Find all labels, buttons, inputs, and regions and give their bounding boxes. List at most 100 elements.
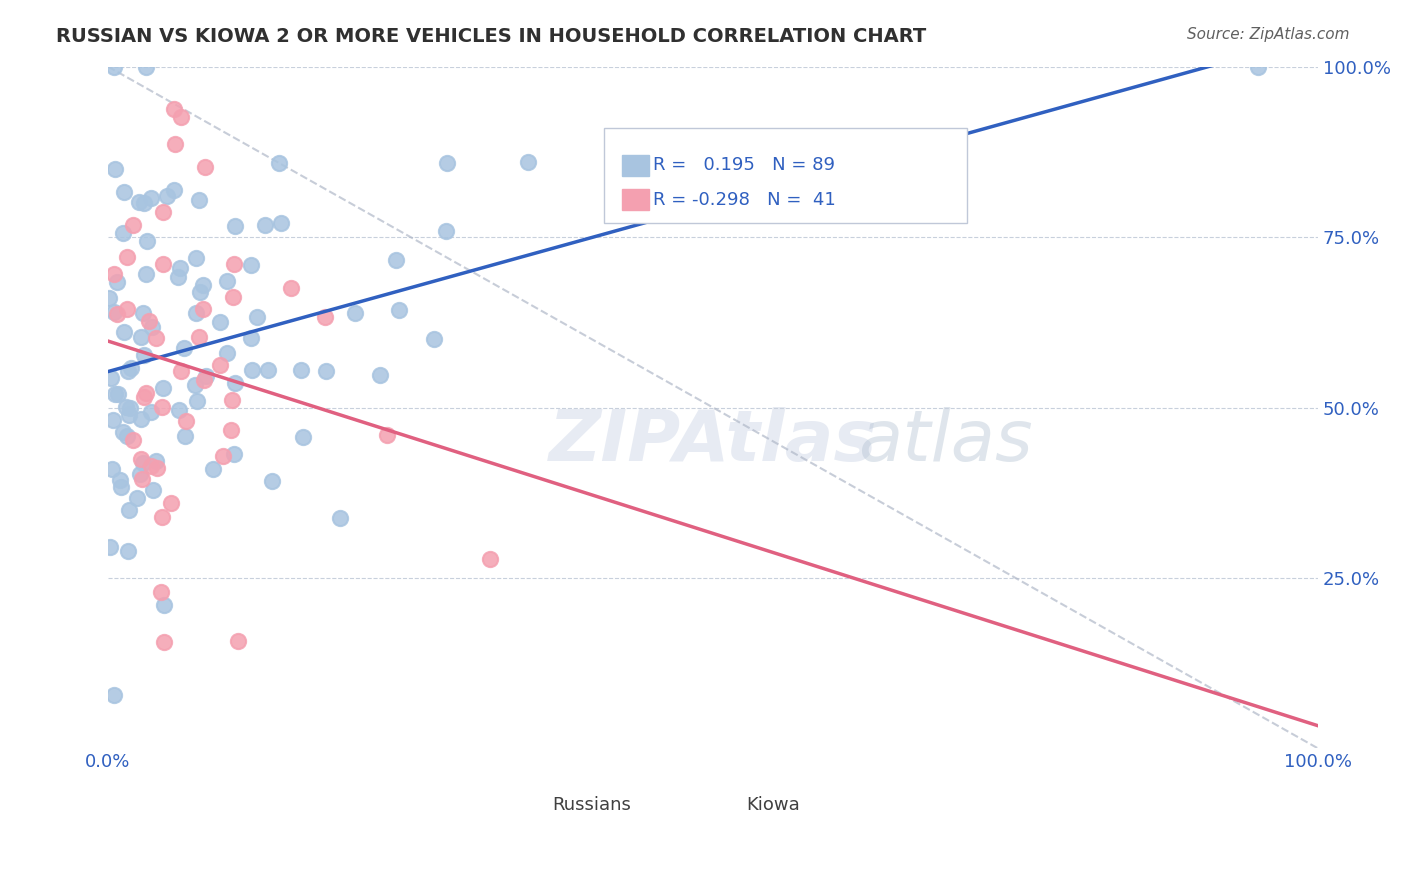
FancyBboxPatch shape <box>605 128 967 223</box>
Point <box>104 387 127 401</box>
Point <box>242 363 264 377</box>
Point <box>291 430 314 444</box>
Point <box>150 510 173 524</box>
Point <box>436 156 458 170</box>
Point <box>188 330 211 344</box>
Point <box>315 364 337 378</box>
Point <box>240 331 263 345</box>
Point <box>167 270 190 285</box>
Point <box>215 274 238 288</box>
Point <box>186 251 208 265</box>
Point <box>117 429 139 443</box>
Text: Russians: Russians <box>553 797 631 814</box>
Point <box>103 688 125 702</box>
Point <box>103 267 125 281</box>
Point <box>195 368 218 383</box>
Point <box>170 111 193 125</box>
Point <box>314 310 336 324</box>
Point <box>135 386 157 401</box>
Point <box>253 218 276 232</box>
Point <box>202 462 225 476</box>
Point <box>267 156 290 170</box>
Point <box>152 257 174 271</box>
Point <box>423 333 446 347</box>
Point <box>173 429 195 443</box>
Point <box>100 371 122 385</box>
Point <box>239 258 262 272</box>
Point <box>108 473 131 487</box>
Point <box>115 400 138 414</box>
Point <box>260 475 283 489</box>
Point <box>1246 60 1268 74</box>
Bar <box>537 776 568 793</box>
Bar <box>623 189 650 210</box>
Point <box>212 449 235 463</box>
Point <box>388 303 411 318</box>
Point <box>191 278 214 293</box>
Point <box>118 408 141 422</box>
Text: R = -0.298   N =  41: R = -0.298 N = 41 <box>652 191 835 209</box>
Point <box>169 261 191 276</box>
Point <box>165 137 187 152</box>
Point <box>222 291 245 305</box>
Point <box>153 635 176 649</box>
Point <box>167 403 190 417</box>
Point <box>142 483 165 497</box>
Point <box>434 224 457 238</box>
Point <box>186 306 208 320</box>
Point <box>217 346 239 360</box>
Point <box>125 491 148 506</box>
Point <box>120 361 142 376</box>
Point <box>129 452 152 467</box>
Point <box>131 330 153 344</box>
Point <box>103 304 125 318</box>
Point <box>105 275 128 289</box>
Point <box>224 447 246 461</box>
Point <box>122 433 145 447</box>
Point <box>208 358 231 372</box>
Point <box>112 325 135 339</box>
Text: R =   0.195   N = 89: R = 0.195 N = 89 <box>652 156 835 175</box>
Point <box>139 191 162 205</box>
Point <box>134 348 156 362</box>
Point <box>111 425 134 440</box>
Point <box>385 253 408 268</box>
Point <box>160 496 183 510</box>
Bar <box>718 776 749 793</box>
Point <box>145 330 167 344</box>
Bar <box>623 155 650 176</box>
Text: atlas: atlas <box>858 407 1033 476</box>
Point <box>101 413 124 427</box>
Point <box>117 251 139 265</box>
Point <box>191 301 214 316</box>
Point <box>224 376 246 390</box>
Point <box>219 423 242 437</box>
Point <box>174 414 197 428</box>
Point <box>111 227 134 241</box>
Point <box>194 160 217 174</box>
Point <box>226 633 249 648</box>
Point <box>280 281 302 295</box>
Point <box>186 394 208 409</box>
Point <box>290 362 312 376</box>
Point <box>98 291 121 305</box>
Point <box>246 310 269 324</box>
Point <box>152 381 174 395</box>
Point <box>122 218 145 232</box>
Text: Kiowa: Kiowa <box>747 797 800 814</box>
Point <box>132 196 155 211</box>
Point <box>115 301 138 316</box>
Point <box>184 378 207 392</box>
Point <box>224 219 246 234</box>
Point <box>117 544 139 558</box>
Point <box>117 364 139 378</box>
Point <box>208 315 231 329</box>
Point <box>128 195 150 210</box>
Point <box>110 480 132 494</box>
Point <box>224 258 246 272</box>
Point <box>516 155 538 169</box>
Point <box>368 368 391 383</box>
Point <box>329 510 352 524</box>
Point <box>221 392 243 407</box>
Point <box>139 405 162 419</box>
